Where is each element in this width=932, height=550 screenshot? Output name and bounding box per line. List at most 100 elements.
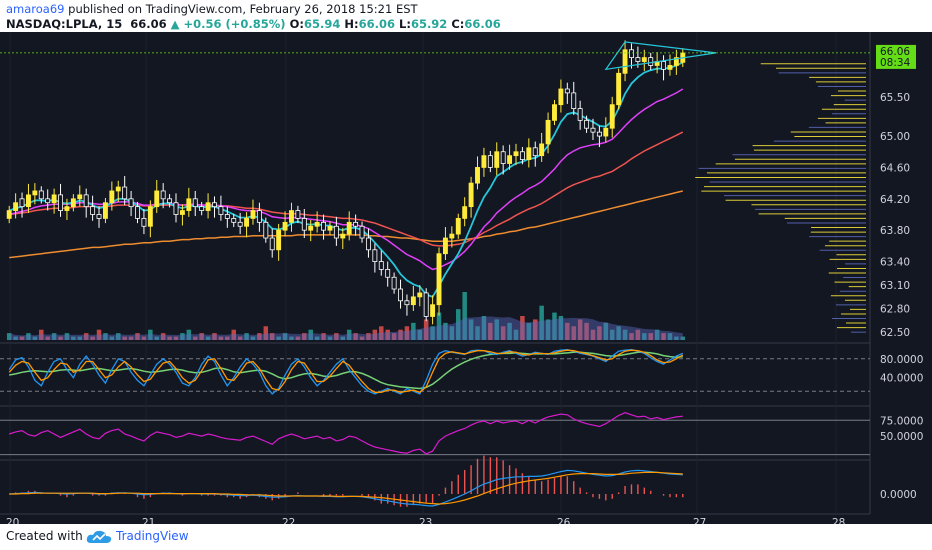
volume-bar xyxy=(186,329,192,340)
volume-bar xyxy=(500,326,506,340)
volume-bar xyxy=(372,329,378,340)
volume-bar xyxy=(122,336,127,340)
volume-average-area xyxy=(9,316,683,340)
volume-bar xyxy=(616,326,621,340)
rsi-line xyxy=(9,412,683,455)
low-value: 65.92 xyxy=(410,17,448,31)
tradingview-brand[interactable]: TradingView xyxy=(116,529,189,543)
volume-bar xyxy=(141,336,147,340)
volume-bar xyxy=(680,336,686,340)
candle-body xyxy=(122,186,128,200)
candle-body xyxy=(51,194,57,204)
candle-body xyxy=(269,237,275,251)
candle-body xyxy=(359,225,365,239)
volume-bar xyxy=(250,336,256,340)
volume-bar xyxy=(6,333,12,340)
rsi-axis-label: 75.0000 xyxy=(880,415,923,427)
volume-bar xyxy=(289,336,294,340)
candle-body xyxy=(365,237,371,251)
candle-body xyxy=(410,296,416,306)
macd-line xyxy=(9,469,683,507)
candle-body xyxy=(102,202,108,219)
volume-bar xyxy=(302,333,307,340)
candle-body xyxy=(353,221,359,227)
candle-body xyxy=(340,233,346,239)
volume-bar xyxy=(308,329,313,340)
candle-body xyxy=(154,190,160,208)
candle-body xyxy=(462,206,468,219)
candle-body xyxy=(70,198,76,208)
price-axis-label: 64.60 xyxy=(880,162,910,174)
signal-line xyxy=(9,471,683,505)
candle-body xyxy=(346,221,352,235)
volume-bar xyxy=(116,333,121,340)
candle-body xyxy=(673,57,679,66)
candle-body xyxy=(256,210,262,223)
x-tick-label: 28 xyxy=(832,517,845,524)
candle-body xyxy=(475,167,480,184)
volume-bar xyxy=(346,329,352,340)
ema-slow-line xyxy=(9,131,684,247)
volume-bar xyxy=(533,319,538,340)
ema-mid-line xyxy=(9,88,684,271)
candle-body xyxy=(558,88,564,106)
volume-bar xyxy=(456,309,461,340)
close-value: 66.06 xyxy=(464,17,501,31)
volume-bar xyxy=(180,333,185,340)
x-tick-label: 22 xyxy=(282,517,295,524)
volume-bar xyxy=(212,333,217,340)
last-price-tag xyxy=(876,44,916,69)
volume-bar xyxy=(545,319,551,340)
candle-body xyxy=(263,221,269,239)
volume-bar xyxy=(584,322,589,340)
triangle-pattern xyxy=(604,41,717,71)
x-tick-label: 23 xyxy=(419,517,432,524)
volume-bar xyxy=(558,316,564,340)
close-label: C: xyxy=(451,17,465,31)
candle-body xyxy=(237,221,243,227)
volume-bar xyxy=(436,312,442,340)
stoch-d-line xyxy=(8,349,684,394)
candle-body xyxy=(231,218,237,223)
price-axis-label: 62.50 xyxy=(880,327,910,339)
candle-body xyxy=(135,206,140,219)
volume-bar xyxy=(353,333,358,340)
volume-bar xyxy=(590,329,596,340)
volume-bar xyxy=(597,326,602,340)
volume-bar xyxy=(648,333,653,340)
candle-body xyxy=(109,190,115,204)
volume-bar xyxy=(282,333,288,340)
volume-bar xyxy=(539,305,544,340)
volume-bar xyxy=(526,322,532,340)
volume-bar xyxy=(577,319,583,340)
candle-body xyxy=(19,198,25,208)
volume-bar xyxy=(571,326,576,340)
volume-bar xyxy=(488,322,493,340)
volume-bar xyxy=(411,322,416,340)
candle-body xyxy=(571,92,577,109)
price-axis-label: 63.40 xyxy=(880,257,910,269)
volume-bar xyxy=(154,336,159,340)
candle-body xyxy=(564,88,570,94)
x-tick-label: 27 xyxy=(693,517,706,524)
price-axis-label: 64.20 xyxy=(880,194,910,206)
chart-area[interactable]: 20 21 22 23 26 27 28 66.06 08:34 65.50 65.00 64.60 6… xyxy=(0,32,932,529)
x-tick-label: 21 xyxy=(142,517,155,524)
author-link[interactable]: amaroa69 xyxy=(6,2,65,16)
candle-body xyxy=(577,108,583,121)
candle-body xyxy=(436,253,442,306)
candle-body xyxy=(83,194,89,208)
volume-bar xyxy=(19,336,25,340)
candle-body xyxy=(552,104,557,121)
last-price: 66.06 xyxy=(130,17,167,31)
candle-body xyxy=(648,57,654,66)
candle-body xyxy=(147,206,153,227)
footer: Created with TradingView xyxy=(0,524,932,550)
volume-bar xyxy=(674,336,679,340)
candle-body xyxy=(590,127,596,133)
macd-axis-label: 0.0000 xyxy=(880,489,917,501)
candle-body xyxy=(622,49,628,74)
volume-bar xyxy=(334,333,339,340)
volume-bar xyxy=(443,322,448,340)
